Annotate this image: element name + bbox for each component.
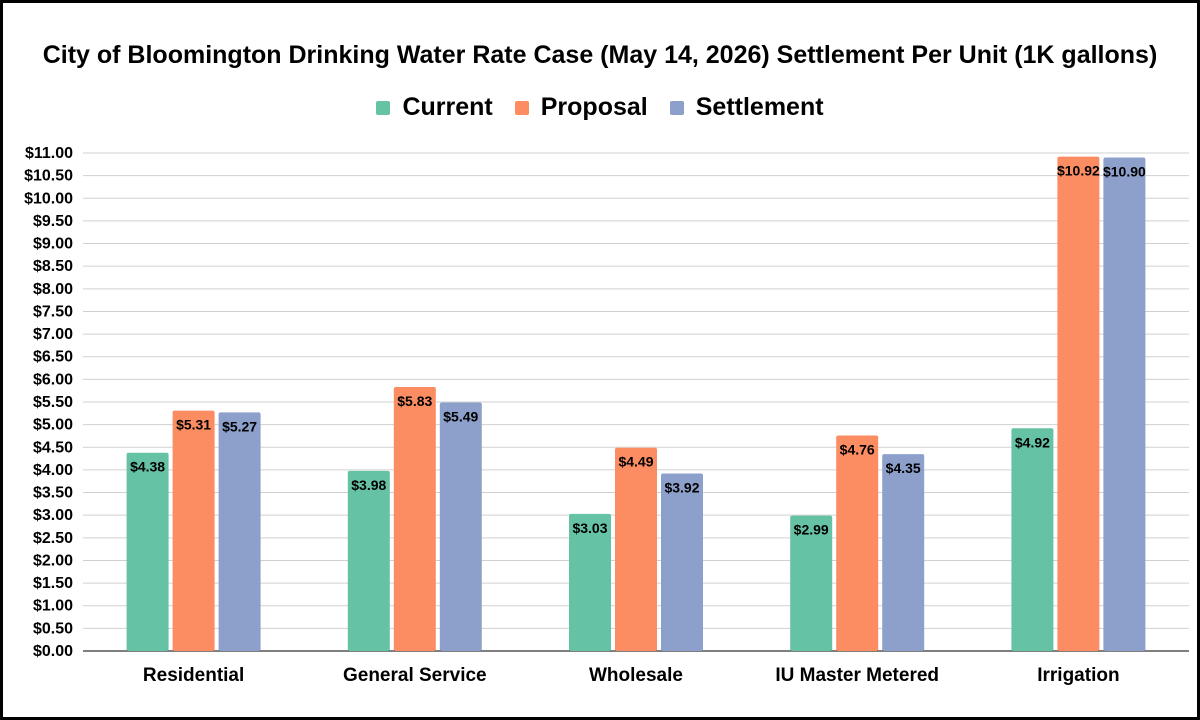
data-label: $4.49 [618, 454, 653, 470]
bar-chart-plot: $0.00 $0.50 $1.00 $1.50 $2.00 $2.50 $3.00 $3.50… [24, 145, 1189, 686]
y-tick-label: $2.00 [33, 552, 73, 569]
data-label: $3.98 [351, 477, 386, 493]
data-label: $3.92 [664, 480, 699, 496]
legend-item-settlement: Settlement [669, 93, 824, 122]
legend-swatch-current [376, 100, 391, 115]
bar-current [126, 452, 169, 651]
y-tick-label: $6.50 [33, 349, 73, 366]
y-tick-label: $5.50 [33, 394, 73, 411]
x-tick-label: Residential [143, 665, 244, 686]
y-tick-label: $10.00 [24, 190, 73, 207]
data-label: $4.38 [130, 459, 165, 475]
data-label: $5.31 [176, 417, 211, 433]
y-tick-label: $0.00 [33, 643, 73, 660]
data-label: $10.92 [1057, 163, 1100, 179]
bar-settlement [1103, 157, 1146, 651]
bar-settlement [439, 402, 482, 651]
y-tick-label: $7.50 [33, 303, 73, 320]
y-tick-label: $2.50 [33, 530, 73, 547]
y-tick-label: $4.50 [33, 439, 73, 456]
legend-item-current: Current [376, 93, 493, 122]
chart-legend: Current Proposal Settlement [3, 93, 1197, 122]
y-tick-label: $3.50 [33, 485, 73, 502]
y-tick-label: $9.00 [33, 236, 73, 253]
y-tick-label: $1.00 [33, 598, 73, 615]
data-label: $4.35 [886, 460, 921, 476]
x-tick-label: Wholesale [589, 665, 683, 686]
y-tick-label: $3.00 [33, 507, 73, 524]
y-tick-label: $0.50 [33, 620, 73, 637]
legend-swatch-settlement [669, 100, 684, 115]
data-label: $4.76 [840, 442, 875, 458]
y-tick-label: $7.00 [33, 326, 73, 343]
bar-current [790, 515, 833, 651]
bar-proposal [172, 410, 215, 651]
y-tick-label: $8.00 [33, 281, 73, 298]
y-tick-label: $11.00 [25, 145, 73, 162]
y-tick-label: $6.00 [33, 371, 73, 388]
bar-proposal [615, 447, 657, 651]
x-tick-label: General Service [343, 665, 487, 686]
y-tick-label: $5.00 [33, 417, 73, 434]
bar-proposal [1057, 156, 1100, 651]
legend-label-settlement: Settlement [695, 93, 824, 121]
bar-settlement [661, 473, 703, 651]
data-label: $5.83 [397, 393, 432, 409]
legend-label-proposal: Proposal [540, 93, 648, 121]
y-tick-label: $1.50 [33, 575, 73, 592]
bar-current [347, 470, 390, 651]
bar-proposal [836, 435, 879, 651]
data-label: $5.27 [222, 418, 257, 434]
legend-swatch-proposal [514, 100, 529, 115]
bar-current [569, 513, 611, 651]
legend-item-proposal: Proposal [514, 93, 648, 122]
y-tick-label: $9.50 [33, 213, 73, 230]
data-label: $5.49 [443, 408, 478, 424]
bar-proposal [393, 387, 436, 651]
bar-settlement [218, 412, 261, 651]
bar-current [1011, 428, 1054, 651]
bar-settlement [882, 454, 925, 651]
data-label: $4.92 [1015, 434, 1050, 450]
x-tick-label: Irrigation [1037, 665, 1119, 686]
y-tick-label: $8.50 [33, 258, 73, 275]
data-label: $3.03 [572, 520, 607, 536]
y-tick-label: $4.00 [33, 462, 73, 479]
y-tick-label: $10.50 [24, 168, 73, 185]
data-label: $2.99 [794, 522, 829, 538]
x-tick-label: IU Master Metered [775, 665, 939, 686]
chart-title: City of Bloomington Drinking Water Rate … [42, 41, 1158, 69]
data-label: $10.90 [1103, 164, 1146, 180]
legend-label-current: Current [402, 93, 493, 121]
